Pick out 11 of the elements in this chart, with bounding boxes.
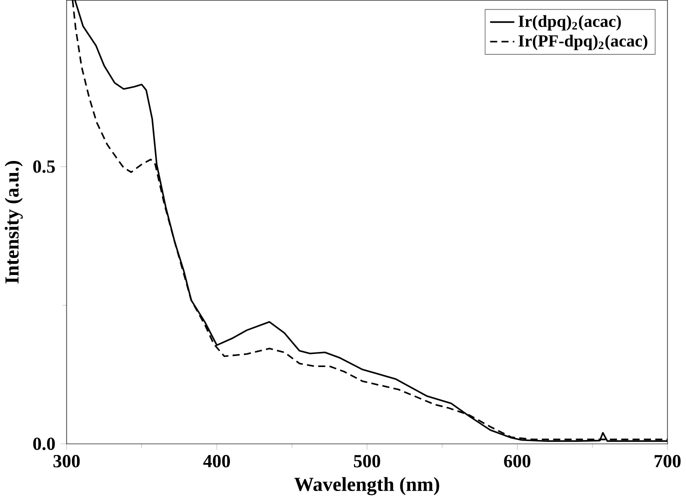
x-tick-label: 400 xyxy=(203,454,230,468)
x-axis-title: Wavelength (nm) xyxy=(294,477,440,496)
legend-label: Ir(PF-dpq)$_{2}$(acac) xyxy=(518,34,648,50)
y-tick-label: 0.0 xyxy=(33,438,55,450)
y-tick-label: 0.5 xyxy=(33,160,55,173)
x-tick-label: 600 xyxy=(504,454,530,468)
x-tick-label: 700 xyxy=(654,454,681,468)
legend-label: Ir(dpq)$_{2}$(acac) xyxy=(518,15,621,31)
x-tick-label: 300 xyxy=(53,454,80,468)
x-tick-label: 500 xyxy=(354,454,380,468)
y-axis-title: Intensity (a.u.) xyxy=(4,160,23,284)
